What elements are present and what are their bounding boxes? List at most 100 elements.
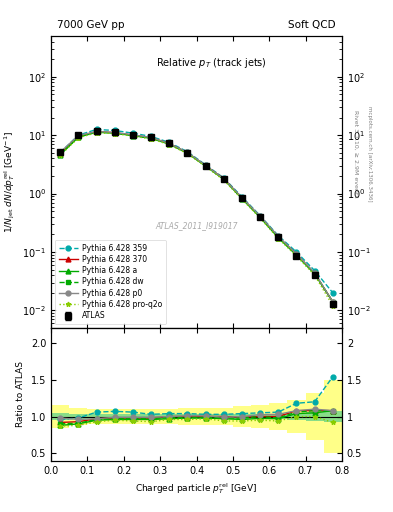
Bar [160,414,178,419]
Pythia 6.428 370 [130,132,135,138]
Pythia 6.428 a [240,196,244,202]
Pythia 6.428 dw [331,299,335,305]
Pythia 6.428 a [312,271,317,277]
Pythia 6.428 dw [312,270,317,276]
Pythia 6.428 370 [203,163,208,169]
Text: ATLAS_2011_I919017: ATLAS_2011_I919017 [155,221,238,230]
Text: Rivet 3.1.10, ≥ 2.9M events: Rivet 3.1.10, ≥ 2.9M events [354,110,359,198]
Pythia 6.428 dw [185,150,190,156]
Bar [287,400,306,433]
Pythia 6.428 pro-q2o [58,152,62,158]
Line: Pythia 6.428 370: Pythia 6.428 370 [58,129,335,304]
Pythia 6.428 p0 [185,150,190,156]
Pythia 6.428 370 [167,140,172,146]
Pythia 6.428 p0 [112,130,117,136]
Pythia 6.428 a [185,150,190,156]
Pythia 6.428 359 [112,127,117,134]
Pythia 6.428 359 [167,139,172,145]
Bar [51,413,69,420]
Pythia 6.428 pro-q2o [331,303,335,309]
Pythia 6.428 a [149,135,153,141]
Pythia 6.428 370 [276,234,281,240]
Pythia 6.428 p0 [294,251,299,257]
Bar [69,414,88,419]
Line: Pythia 6.428 pro-q2o: Pythia 6.428 pro-q2o [58,130,335,308]
Pythia 6.428 p0 [276,233,281,240]
Y-axis label: Ratio to ATLAS: Ratio to ATLAS [16,361,25,428]
Pythia 6.428 359 [240,194,244,200]
Bar [51,406,69,428]
Pythia 6.428 a [76,134,81,140]
Bar [306,412,324,421]
Text: Soft QCD: Soft QCD [288,20,336,30]
Bar [178,414,196,419]
Pythia 6.428 a [58,152,62,158]
Pythia 6.428 dw [276,234,281,241]
Pythia 6.428 370 [258,214,263,220]
Text: Relative $p_T$ (track jets): Relative $p_T$ (track jets) [156,56,266,70]
Pythia 6.428 p0 [94,129,99,135]
Pythia 6.428 p0 [149,135,153,141]
Bar [124,409,142,424]
Pythia 6.428 359 [94,126,99,133]
Pythia 6.428 370 [58,151,62,157]
Text: 7000 GeV pp: 7000 GeV pp [57,20,125,30]
Pythia 6.428 pro-q2o [258,215,263,221]
Bar [69,408,88,425]
Pythia 6.428 370 [149,135,153,141]
Pythia 6.428 dw [203,163,208,169]
Pythia 6.428 pro-q2o [94,130,99,136]
Pythia 6.428 359 [130,130,135,136]
Pythia 6.428 370 [240,195,244,201]
Pythia 6.428 p0 [221,176,226,182]
Pythia 6.428 p0 [312,270,317,276]
Bar [88,414,106,419]
Pythia 6.428 359 [58,150,62,156]
Pythia 6.428 p0 [58,149,62,155]
Pythia 6.428 p0 [203,162,208,168]
Bar [251,406,269,428]
Pythia 6.428 pro-q2o [294,253,299,259]
Bar [269,414,287,419]
Pythia 6.428 a [203,163,208,169]
Pythia 6.428 359 [258,212,263,219]
Pythia 6.428 a [294,252,299,258]
Pythia 6.428 pro-q2o [185,151,190,157]
Bar [196,408,215,425]
Pythia 6.428 359 [76,132,81,138]
Bar [196,414,215,419]
Pythia 6.428 pro-q2o [276,236,281,242]
Pythia 6.428 p0 [240,195,244,201]
Bar [88,409,106,424]
Pythia 6.428 p0 [167,140,172,146]
Pythia 6.428 359 [185,148,190,155]
Pythia 6.428 pro-q2o [240,196,244,202]
Pythia 6.428 dw [149,135,153,141]
Pythia 6.428 dw [240,195,244,201]
Bar [324,411,342,422]
Bar [215,408,233,425]
Line: Pythia 6.428 359: Pythia 6.428 359 [58,127,335,295]
Pythia 6.428 a [167,141,172,147]
Pythia 6.428 pro-q2o [203,163,208,169]
Bar [178,408,196,425]
Pythia 6.428 dw [167,141,172,147]
Pythia 6.428 a [112,130,117,136]
Pythia 6.428 pro-q2o [221,177,226,183]
Bar [269,403,287,430]
Pythia 6.428 370 [331,299,335,305]
Pythia 6.428 a [331,299,335,305]
Bar [106,409,124,424]
X-axis label: Charged particle $p_T^{\rm rel}$ [GeV]: Charged particle $p_T^{\rm rel}$ [GeV] [136,481,257,496]
Pythia 6.428 pro-q2o [112,131,117,137]
Bar [215,414,233,419]
Text: mcplots.cern.ch [arXiv:1306.3436]: mcplots.cern.ch [arXiv:1306.3436] [367,106,373,201]
Pythia 6.428 pro-q2o [130,133,135,139]
Pythia 6.428 p0 [76,133,81,139]
Pythia 6.428 dw [294,251,299,258]
Pythia 6.428 370 [76,133,81,139]
Pythia 6.428 a [94,129,99,135]
Pythia 6.428 359 [294,249,299,255]
Pythia 6.428 p0 [331,299,335,305]
Bar [233,406,251,427]
